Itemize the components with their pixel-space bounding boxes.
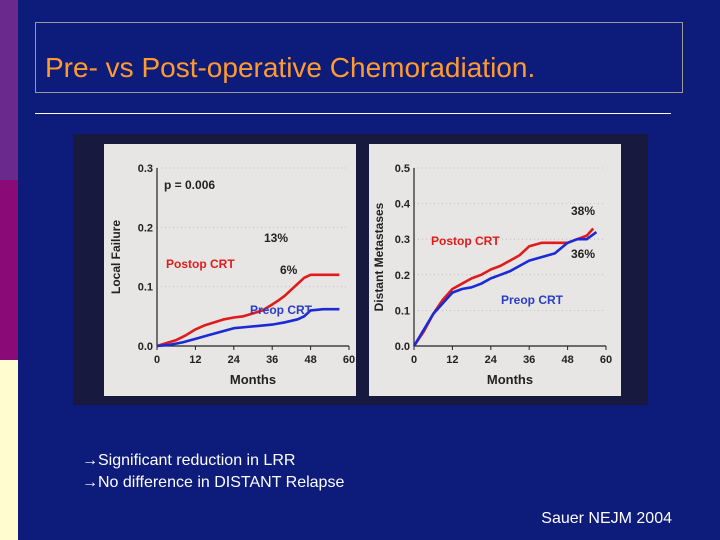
y-axis-label: Local Failure — [109, 220, 123, 294]
y-tick-label: 0.2 — [395, 270, 410, 282]
figure-panel: 0.0 0.1 0.2 0.3 0 12 24 36 48 60 Months Local Failu… — [73, 134, 648, 405]
p-value-annotation: p = 0.006 — [164, 178, 215, 192]
x-axis-label: Months — [230, 372, 276, 387]
y-tick-label: 0.0 — [395, 341, 410, 353]
x-tick-label: 0 — [154, 354, 160, 366]
arrow-icon: → — [82, 474, 98, 491]
strip-segment-magenta — [0, 180, 18, 360]
y-tick-label: 0.2 — [138, 222, 153, 234]
bullet-list: →Significant reduction in LRR →No differ… — [82, 450, 344, 494]
x-tick-label: 24 — [228, 354, 241, 366]
x-tick-label: 60 — [343, 354, 355, 366]
left-color-strip — [0, 0, 18, 540]
y-tick-label: 0.4 — [395, 199, 411, 211]
y-axis-label: Distant Metastases — [372, 202, 386, 311]
bullet-text: Significant reduction in LRR — [98, 452, 296, 469]
y-tick-label: 0.1 — [138, 282, 153, 294]
x-tick-label: 12 — [446, 354, 458, 366]
x-tick-label: 48 — [304, 354, 316, 366]
series-label: Postop CRT — [166, 257, 235, 271]
y-tick-label: 0.5 — [395, 163, 410, 175]
local-failure-chart: 0.0 0.1 0.2 0.3 0 12 24 36 48 60 Months Local Failu… — [109, 163, 355, 387]
x-tick-label: 36 — [266, 354, 278, 366]
slide-title: Pre- vs Post-operative Chemoradiation. — [45, 52, 536, 83]
x-tick-label: 48 — [561, 354, 573, 366]
citation: Sauer NEJM 2004 — [541, 510, 672, 527]
end-value-label: 13% — [264, 231, 288, 245]
series-line-preop — [156, 307, 340, 348]
distant-metastases-chart-panel: 0.0 0.1 0.2 0.3 0.4 0.5 0 12 24 36 48 60 Months Dista… — [369, 144, 621, 396]
strip-segment-cream — [0, 360, 18, 540]
bullet-text: No difference in DISTANT Relapse — [98, 474, 345, 491]
x-tick-label: 24 — [485, 354, 498, 366]
y-tick-label: 0.0 — [138, 341, 153, 353]
y-tick-label: 0.3 — [138, 163, 153, 175]
title-divider — [35, 113, 671, 114]
y-tick-label: 0.1 — [395, 305, 410, 317]
series-label: Preop CRT — [501, 293, 564, 307]
series-label: Postop CRT — [431, 234, 500, 248]
title-frame — [35, 22, 683, 93]
end-value-label: 36% — [571, 247, 595, 261]
series-line-postop — [156, 273, 340, 348]
end-value-label: 38% — [571, 204, 595, 218]
x-tick-label: 12 — [189, 354, 201, 366]
end-value-label: 6% — [280, 263, 298, 277]
x-tick-label: 60 — [600, 354, 612, 366]
strip-segment-purple — [0, 0, 18, 180]
bullet-item: →No difference in DISTANT Relapse — [82, 472, 344, 494]
series-label: Preop CRT — [250, 303, 313, 317]
x-tick-label: 0 — [411, 354, 417, 366]
x-tick-label: 36 — [523, 354, 535, 366]
series-line-preop — [412, 231, 598, 347]
local-failure-chart-panel: 0.0 0.1 0.2 0.3 0 12 24 36 48 60 Months Local Failu… — [104, 144, 356, 396]
x-axis-label: Months — [487, 372, 533, 387]
y-tick-label: 0.3 — [395, 234, 410, 246]
bullet-item: →Significant reduction in LRR — [82, 450, 344, 472]
distant-metastases-chart: 0.0 0.1 0.2 0.3 0.4 0.5 0 12 24 36 48 60 Months Dista… — [372, 163, 612, 387]
arrow-icon: → — [82, 452, 98, 469]
